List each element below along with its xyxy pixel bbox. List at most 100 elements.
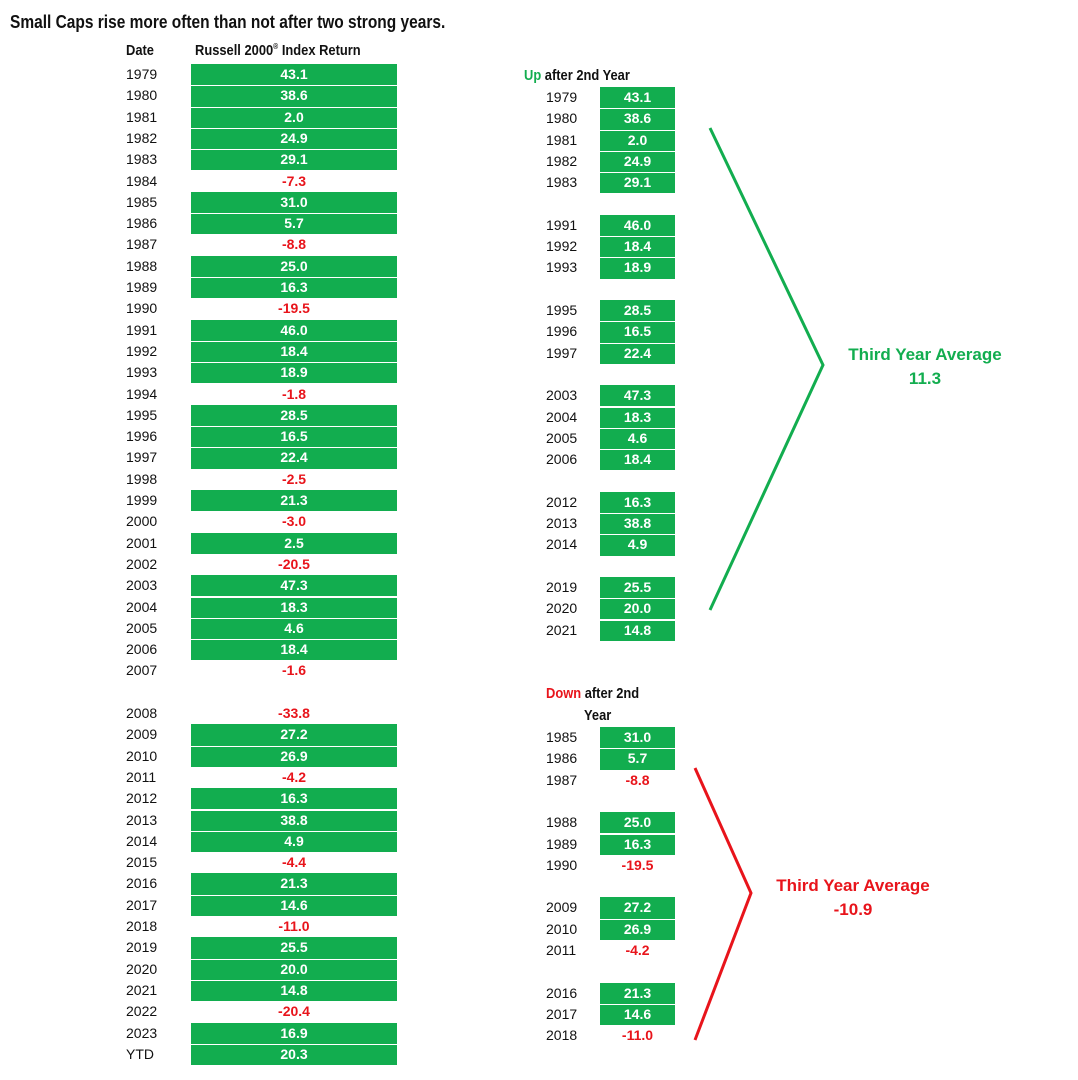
return-value: -4.2 (281, 768, 307, 785)
up-group-header: Up after 2nd Year (524, 65, 630, 87)
year-label: 1981 (546, 131, 578, 148)
up-average-label: Third Year Average (848, 345, 1002, 364)
return-bar (191, 64, 397, 86)
return-value: 18.4 (280, 641, 308, 658)
year-label: 2004 (126, 598, 158, 615)
return-bar (600, 173, 675, 194)
return-bar (191, 341, 397, 363)
year-label: 1985 (126, 193, 158, 210)
return-value: 14.6 (280, 896, 308, 913)
return-bar (600, 258, 675, 279)
return-bar (191, 278, 397, 299)
year-label: 2023 (126, 1024, 158, 1041)
return-value: 27.2 (280, 726, 308, 743)
return-value: 22.4 (623, 344, 652, 361)
return-value: 26.9 (280, 747, 308, 764)
return-value: 14.8 (623, 621, 652, 638)
return-bar (600, 300, 675, 322)
return-bar (600, 727, 675, 749)
year-label: 2004 (546, 408, 578, 425)
return-bar (191, 873, 397, 895)
return-bar (191, 831, 397, 853)
year-label: 2002 (126, 555, 158, 572)
return-value: 38.6 (280, 87, 308, 104)
year-label: 1988 (126, 257, 158, 274)
year-label: 1992 (126, 342, 158, 359)
return-bar (600, 535, 675, 556)
return-value: 16.5 (280, 428, 308, 445)
year-label: 2012 (546, 493, 578, 510)
return-bar (191, 640, 397, 661)
down-average-value: -10.9 (833, 900, 873, 919)
return-value: 18.3 (280, 598, 308, 615)
year-label: 2003 (546, 387, 578, 404)
return-value: 18.4 (623, 238, 652, 255)
return-bar (600, 428, 675, 450)
up-bracket (708, 127, 825, 611)
year-label: 2013 (546, 515, 578, 531)
return-value: 38.6 (623, 110, 652, 127)
return-value: 21.3 (280, 492, 308, 508)
return-value: 31.0 (280, 193, 308, 210)
return-bar (191, 150, 397, 171)
return-bar (600, 237, 675, 258)
year-label: 1979 (546, 89, 578, 105)
return-bar (600, 343, 675, 364)
return-value: 18.9 (280, 364, 308, 381)
return-value: 29.1 (280, 151, 308, 168)
year-label: 2011 (126, 768, 157, 785)
return-bar (191, 128, 397, 150)
year-label: 1984 (126, 172, 158, 189)
return-value: 20.3 (280, 1045, 308, 1062)
year-label: 2001 (126, 534, 158, 551)
year-label: 1995 (546, 302, 578, 318)
return-value: 22.4 (280, 449, 308, 466)
return-value: -3.0 (281, 513, 307, 530)
year-label: YTD (126, 1045, 154, 1062)
year-label: 1999 (126, 492, 158, 508)
return-bar (191, 191, 397, 214)
year-label: 1995 (126, 406, 158, 423)
year-label: 2018 (126, 918, 158, 934)
year-label: 2017 (546, 1005, 578, 1022)
up-average-box: Third Year Average 11.3 (830, 343, 1020, 391)
return-bar (191, 490, 397, 512)
return-value: 4.6 (627, 429, 648, 446)
return-value: 20.0 (623, 600, 652, 617)
year-label: 1991 (546, 216, 578, 233)
return-value: -20.5 (278, 555, 310, 572)
return-value: 2.5 (284, 534, 304, 551)
return-value: 16.5 (623, 323, 652, 340)
return-column-header: Russell 2000® Index Return (195, 42, 361, 59)
return-value: -4.4 (281, 854, 307, 871)
year-label: 1982 (126, 129, 158, 146)
year-label: 1997 (126, 449, 158, 466)
return-bar (191, 724, 397, 746)
year-label: 2018 (546, 1027, 578, 1044)
year-label: 2005 (546, 429, 578, 446)
return-value: 31.0 (623, 729, 652, 745)
year-label: 1993 (126, 364, 158, 381)
return-bar (191, 363, 397, 384)
return-bar (191, 937, 397, 959)
year-label: 2015 (126, 854, 158, 871)
year-label: 2016 (126, 875, 158, 892)
return-value: 18.4 (623, 451, 652, 468)
return-value: -1.8 (281, 385, 307, 402)
return-value: 21.3 (623, 984, 652, 1001)
year-label: 2020 (546, 600, 578, 617)
return-bar (600, 599, 675, 620)
return-value: 28.5 (280, 406, 308, 423)
year-label: 2010 (126, 747, 158, 764)
return-value: 46.0 (623, 216, 652, 233)
return-header-main: Russell 2000 (195, 42, 274, 59)
year-label: 1986 (546, 750, 578, 767)
return-bar (191, 746, 397, 767)
year-label: 1983 (126, 151, 158, 168)
year-label: 2007 (126, 662, 158, 679)
return-value: 38.8 (280, 811, 308, 828)
year-label: 1996 (546, 323, 578, 340)
return-value: 2.0 (284, 108, 304, 125)
year-label: 2017 (126, 896, 158, 913)
return-bar (600, 812, 675, 834)
